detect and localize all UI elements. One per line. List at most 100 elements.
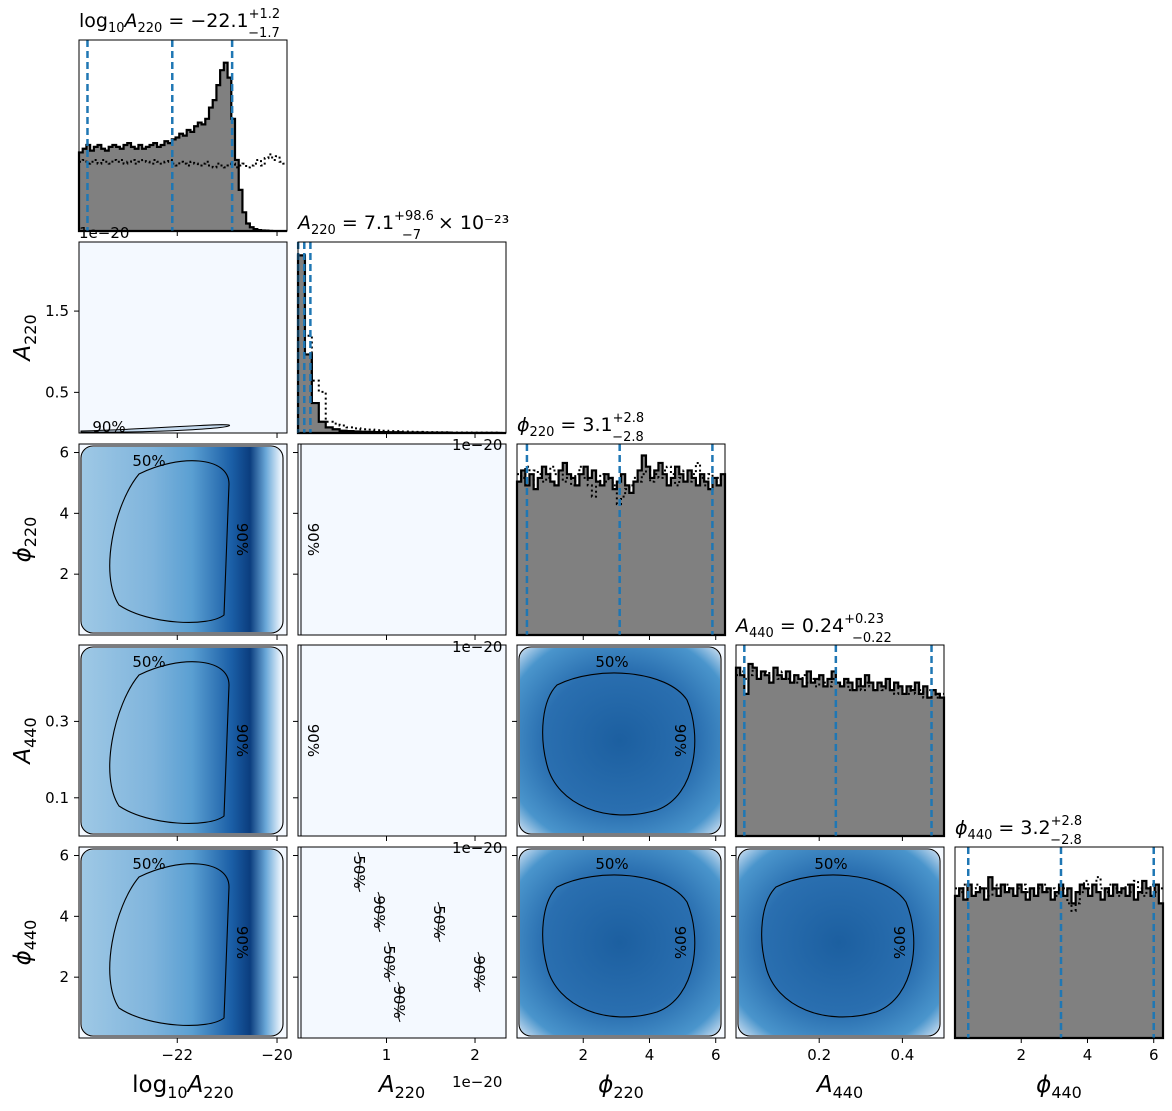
prior-histogram-phi220 bbox=[517, 461, 725, 506]
pair-frame-log10_A220-phi220 bbox=[78, 443, 288, 636]
y-tick-label-phi440: 2 bbox=[59, 968, 69, 986]
posterior-histogram-phi440 bbox=[953, 876, 1165, 1040]
title-lower-error-A220: −7 bbox=[402, 228, 421, 243]
histogram-frame-phi440 bbox=[954, 846, 1164, 1039]
pair-frame-phi220-A440 bbox=[516, 644, 726, 837]
offset-text: 1e−20 bbox=[452, 436, 502, 454]
contour-50-log10_A220-phi440 bbox=[109, 863, 230, 1026]
x-axis-label-A440: A440 bbox=[815, 1072, 863, 1102]
histogram-panels bbox=[77, 39, 1165, 1040]
contour-label: 50% bbox=[380, 945, 398, 978]
labels: log10A220 = −22.1+1.2−1.7 A220 = 7.1+98.6… bbox=[10, 7, 1158, 1102]
y-tick-label-A220: 1.5 bbox=[45, 302, 69, 320]
pair-frame-log10_A220-phi440 bbox=[78, 846, 288, 1039]
pair-panels: 90%50%90% 90%50%90% 90%50%90%50%90%50%90%5… bbox=[78, 241, 945, 1039]
contour-label: 90% bbox=[370, 895, 388, 928]
x-tick-label-phi440: 4 bbox=[1083, 1046, 1093, 1064]
contour-label-90: 90% bbox=[233, 724, 251, 757]
contour-90-A440-phi440 bbox=[737, 848, 941, 1037]
contour-label-90: 90% bbox=[304, 724, 322, 757]
contour-50-log10_A220-A220 bbox=[80, 424, 230, 433]
y-tick-label-phi440: 6 bbox=[59, 847, 69, 865]
y-tick-label-phi220: 6 bbox=[59, 444, 69, 462]
title-lower-error-phi220: −2.8 bbox=[612, 430, 644, 445]
density-field-phi220-phi440 bbox=[520, 850, 720, 1035]
pair-background-A220-A440 bbox=[298, 645, 506, 836]
contour-90-log10_A220-phi440 bbox=[80, 848, 284, 1037]
histogram-frame-A440 bbox=[735, 644, 945, 837]
x-axis-label-A220: A220 bbox=[377, 1072, 425, 1102]
histogram-frame-phi220 bbox=[516, 443, 726, 636]
x-tick-label-phi220: 6 bbox=[711, 1046, 721, 1064]
histogram-frame-log10_A220 bbox=[78, 39, 288, 232]
prior-histogram-A440 bbox=[736, 666, 944, 699]
density-field-phi220-A440 bbox=[520, 648, 720, 833]
title-suffix-A220: × 10⁻²³ bbox=[438, 212, 509, 234]
pair-frame-phi220-phi440 bbox=[516, 846, 726, 1039]
pair-frame-log10_A220-A440 bbox=[78, 644, 288, 837]
pair-frame-A440-phi440 bbox=[735, 846, 945, 1039]
posterior-histogram-phi220 bbox=[515, 454, 727, 637]
x-tick-label-A220: 1 bbox=[382, 1046, 392, 1064]
histogram-title-phi220: ϕ220 = 3.1+2.8 bbox=[517, 411, 644, 440]
x-tick-label-phi440: 6 bbox=[1149, 1046, 1159, 1064]
pair-frame-A220-phi220 bbox=[297, 443, 507, 636]
contour-fragment bbox=[437, 901, 441, 943]
contour-label: 50% bbox=[350, 855, 368, 888]
offset-text: 1e−20 bbox=[452, 638, 502, 656]
contour-label-50: 50% bbox=[814, 855, 847, 873]
contour-label-90: 90% bbox=[233, 523, 251, 556]
x-axis-label-log10_A220: log10A220 bbox=[132, 1072, 234, 1102]
contour-label: 50% bbox=[430, 905, 448, 938]
pair-frame-A220-A440 bbox=[297, 644, 507, 837]
density-field-A440-phi440 bbox=[739, 850, 939, 1035]
offset-text: 1e−20 bbox=[79, 224, 129, 242]
y-tick-label-phi220: 2 bbox=[59, 565, 69, 583]
histogram-title-log10_A220: log10A220 = −22.1+1.2 bbox=[79, 7, 280, 36]
x-tick-label-A220: 2 bbox=[470, 1046, 480, 1064]
contour-50-phi220-A440 bbox=[542, 672, 696, 816]
x-tick-label-log10_A220: −20 bbox=[261, 1046, 293, 1064]
density-field-log10_A220-phi440 bbox=[82, 850, 282, 1035]
pair-background-A220-phi220 bbox=[298, 444, 506, 635]
pair-frame-log10_A220-A220 bbox=[78, 241, 288, 434]
x-axis-label-phi440: ϕ440 bbox=[1036, 1072, 1082, 1102]
density-field-log10_A220-A440 bbox=[82, 648, 282, 833]
contour-fragment bbox=[377, 891, 381, 933]
x-tick-label-phi440: 2 bbox=[1016, 1046, 1026, 1064]
contour-fragment bbox=[397, 981, 401, 1023]
x-axis-label-phi220: ϕ220 bbox=[598, 1072, 644, 1102]
y-tick-label-phi220: 4 bbox=[59, 504, 69, 522]
histogram-title-A220: A220 = 7.1+98.6 bbox=[296, 209, 434, 238]
prior-histogram-log10_A220 bbox=[79, 153, 287, 169]
y-tick-label-A440: 0.1 bbox=[45, 789, 69, 807]
contour-label-90: 90% bbox=[890, 926, 908, 959]
contour-label-90: 90% bbox=[304, 523, 322, 556]
offset-text: 1e−20 bbox=[452, 1073, 502, 1091]
contour-90-phi220-phi440 bbox=[518, 848, 722, 1037]
title-lower-error-phi440: −2.8 bbox=[1050, 833, 1082, 848]
contour-50-log10_A220-phi220 bbox=[109, 460, 230, 623]
title-lower-error-log10_A220: −1.7 bbox=[248, 26, 280, 41]
contour-label-90: 90% bbox=[233, 926, 251, 959]
prior-histogram-phi440 bbox=[955, 876, 1163, 912]
y-tick-label-A220: 0.5 bbox=[45, 383, 69, 401]
posterior-histogram-log10_A220 bbox=[77, 61, 287, 233]
prior-histogram-A220 bbox=[298, 254, 506, 434]
contour-label-90: 90% bbox=[671, 926, 689, 959]
histogram-title-A440: A440 = 0.24+0.23 bbox=[734, 612, 884, 641]
posterior-histogram-A440 bbox=[734, 662, 946, 838]
contour-label-50: 50% bbox=[132, 653, 165, 671]
contour-label-50: 50% bbox=[595, 855, 628, 873]
y-axis-label-phi440: ϕ440 bbox=[10, 920, 40, 966]
contour-90-log10_A220-A440 bbox=[80, 646, 284, 835]
contour-label: 90% bbox=[470, 955, 488, 988]
offset-text: 1e−20 bbox=[452, 839, 502, 857]
y-axis-label-phi220: ϕ220 bbox=[10, 517, 40, 563]
histogram-title-phi440: ϕ440 = 3.2+2.8 bbox=[955, 814, 1082, 843]
contour-fragment bbox=[477, 951, 481, 993]
x-tick-label-A440: 0.4 bbox=[890, 1046, 914, 1064]
contour-90-log10_A220-phi220 bbox=[80, 445, 284, 634]
title-lower-error-A440: −0.22 bbox=[852, 631, 892, 646]
